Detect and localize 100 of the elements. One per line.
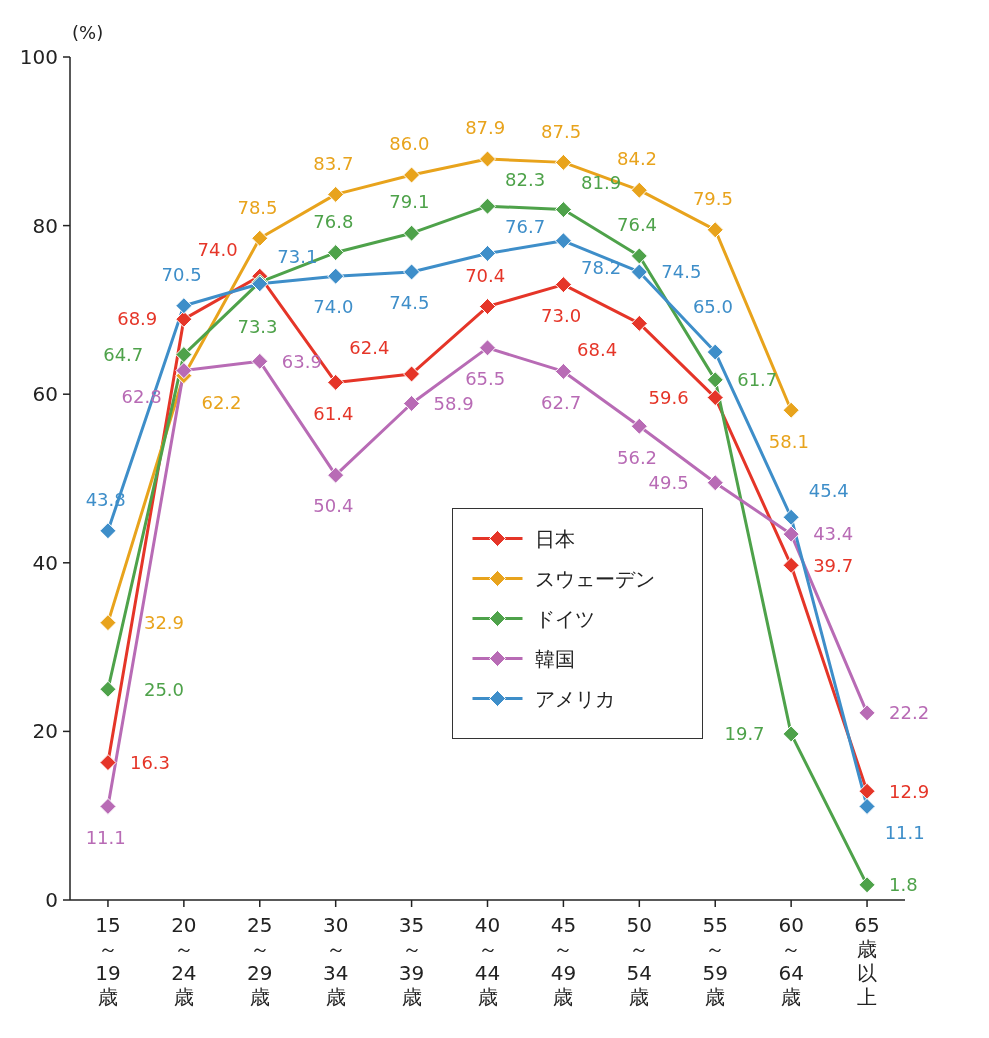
- data-label: 16.3: [129, 751, 171, 773]
- point: [99, 522, 117, 540]
- x-tick-label: 60～64歳: [778, 913, 804, 1009]
- data-label: 12.9: [889, 780, 930, 802]
- data-label: 58.9: [433, 392, 474, 414]
- point: [782, 725, 800, 743]
- point: [782, 508, 800, 526]
- point: [251, 229, 269, 247]
- data-label: 82.3: [505, 168, 546, 190]
- data-label: 79.5: [692, 188, 733, 210]
- data-label: 73.0: [541, 304, 582, 326]
- y-axis-title: (%): [72, 22, 104, 43]
- data-label: 86.0: [389, 133, 430, 155]
- data-label: 87.5: [541, 120, 582, 142]
- point: [175, 297, 193, 315]
- data-label: 83.7: [313, 152, 354, 174]
- x-tick-label: 50～54歳: [626, 913, 653, 1009]
- data-label: 79.1: [389, 191, 430, 213]
- point: [99, 614, 117, 632]
- x-tick-label: 35～39歳: [398, 913, 425, 1009]
- data-label: 39.7: [813, 554, 854, 576]
- data-label: 78.5: [237, 196, 278, 218]
- y-tick-label: 20: [32, 719, 58, 744]
- x-tick-label: 40～44歳: [474, 913, 501, 1009]
- point: [630, 247, 648, 265]
- data-label: 70.5: [161, 263, 202, 285]
- data-label: 74.5: [661, 261, 702, 283]
- y-tick-label: 60: [32, 382, 58, 407]
- data-label: 73.1: [277, 246, 318, 268]
- data-label: 63.9: [281, 350, 322, 372]
- point: [630, 417, 648, 435]
- data-label: 22.2: [889, 702, 930, 724]
- legend-label: ドイツ: [534, 606, 595, 631]
- point: [403, 224, 421, 242]
- point: [403, 365, 421, 383]
- point: [327, 373, 345, 391]
- x-tick-label: 15～19歳: [95, 913, 121, 1009]
- x-tick-label: 20～24歳: [171, 913, 197, 1009]
- point: [251, 352, 269, 370]
- y-tick-label: 0: [45, 888, 58, 912]
- point: [554, 201, 572, 219]
- data-label: 32.9: [143, 611, 185, 633]
- data-label: 74.0: [313, 296, 354, 318]
- point: [630, 181, 648, 199]
- point: [99, 754, 117, 772]
- point: [858, 704, 876, 722]
- point: [630, 263, 648, 281]
- point: [554, 362, 572, 380]
- point: [554, 276, 572, 294]
- data-label: 76.7: [505, 216, 546, 238]
- point: [327, 244, 345, 262]
- legend-label: スウェーデン: [534, 566, 655, 591]
- data-label: 64.7: [103, 343, 144, 365]
- point: [554, 232, 572, 250]
- x-tick-label: 30～34歳: [322, 913, 349, 1009]
- point: [479, 150, 496, 168]
- data-label: 19.7: [724, 723, 765, 745]
- data-label: 76.4: [617, 214, 658, 236]
- point: [327, 267, 345, 285]
- point: [403, 263, 421, 281]
- data-label: 62.4: [349, 336, 390, 358]
- data-label: 74.0: [197, 238, 238, 260]
- point: [706, 371, 724, 389]
- point: [782, 525, 800, 543]
- data-label: 25.0: [143, 678, 185, 700]
- point: [175, 310, 193, 328]
- x-tick-label: 25～29歳: [247, 913, 273, 1009]
- data-label: 59.6: [648, 386, 689, 408]
- data-label: 61.4: [313, 402, 354, 424]
- point: [630, 314, 648, 332]
- data-label: 84.2: [617, 148, 658, 170]
- data-label: 49.5: [648, 472, 689, 494]
- point: [175, 346, 193, 364]
- data-label: 11.1: [85, 826, 126, 848]
- y-tick-label: 80: [32, 213, 58, 238]
- point: [782, 556, 800, 574]
- data-label: 58.1: [768, 430, 809, 452]
- data-label: 56.2: [617, 446, 658, 468]
- data-label: 65.5: [465, 368, 506, 390]
- data-label: 45.4: [808, 479, 849, 501]
- data-label: 50.4: [313, 495, 354, 517]
- point: [782, 401, 800, 419]
- point: [479, 197, 496, 215]
- data-label: 62.2: [201, 391, 242, 413]
- point: [403, 166, 421, 184]
- point: [479, 339, 496, 357]
- y-tick-label: 40: [32, 550, 58, 575]
- data-label: 1.8: [889, 874, 918, 896]
- point: [706, 389, 724, 407]
- data-label: 70.4: [465, 264, 506, 286]
- point: [99, 680, 117, 698]
- data-label: 68.9: [117, 308, 158, 330]
- data-label: 87.9: [465, 117, 506, 139]
- data-label: 76.8: [313, 210, 354, 232]
- point: [706, 474, 724, 492]
- legend-label: 韓国: [534, 646, 575, 671]
- point: [327, 185, 345, 203]
- legend-label: 日本: [534, 526, 575, 551]
- point: [858, 782, 876, 800]
- data-label: 81.9: [581, 172, 622, 194]
